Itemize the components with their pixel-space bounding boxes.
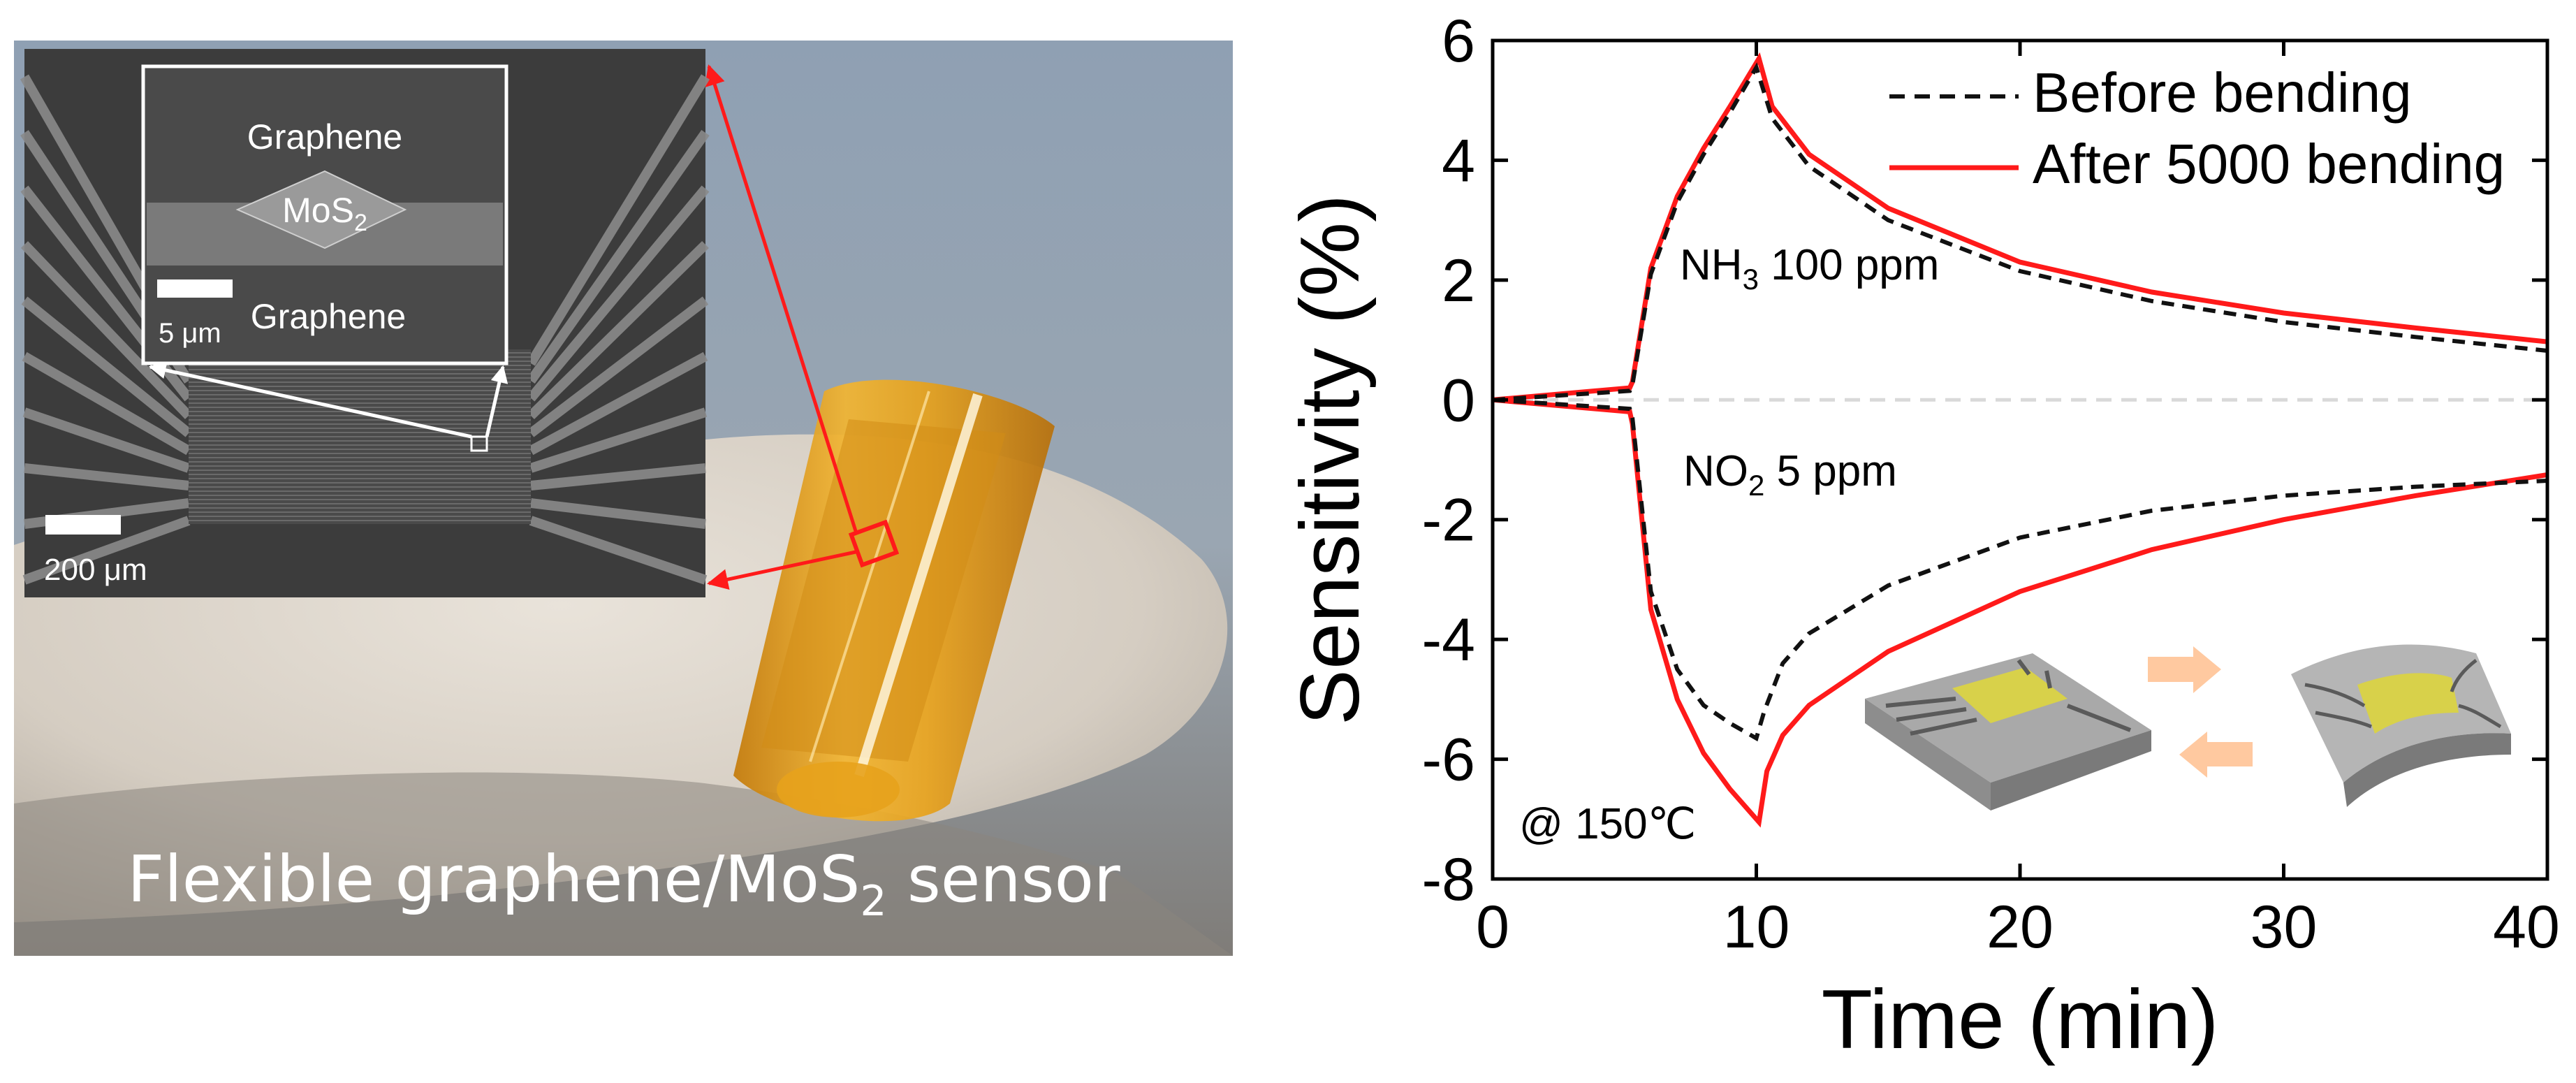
scale-bar-large	[45, 515, 121, 535]
series-after-nh3	[1493, 52, 2547, 402]
photo-caption-main: Flexible graphene/MoS	[127, 842, 860, 917]
chart-series	[1493, 52, 2547, 828]
bending-illustration	[1865, 644, 2511, 811]
annotation-temperature: @ 150℃	[1519, 800, 1696, 848]
photo-panel: Graphene MoS2 Graphene 5 μm 200 μm Flexi…	[14, 41, 1233, 956]
x-tick-label: 10	[1723, 894, 1790, 961]
sem-label-graphene-bottom: Graphene	[251, 297, 406, 336]
scale-bar-small	[157, 279, 233, 298]
annotation-nh3: NH3 100 ppm	[1680, 241, 1939, 296]
photo-caption-subscript: 2	[860, 877, 886, 926]
y-axis-ticks: -8 -6 -4 -2 0 2 4 6	[1422, 8, 2547, 913]
arrow-right-icon	[2148, 646, 2221, 693]
y-tick-label: 4	[1442, 127, 1475, 194]
x-tick-label: 20	[1986, 894, 2054, 961]
photo-caption: Flexible graphene/MoS2 sensor	[127, 842, 1120, 926]
mos2-flake	[235, 170, 407, 249]
arrow-left-icon	[2179, 732, 2253, 778]
zoom-white-arrow-left	[148, 361, 472, 439]
y-tick-label: -2	[1422, 487, 1475, 554]
legend-label-after: After 5000 bending	[2033, 133, 2505, 195]
y-tick-label: 0	[1442, 367, 1475, 434]
x-tick-label: 0	[1476, 894, 1509, 961]
zoom-source-box	[470, 435, 488, 452]
chart-panel: 0 10 20 30 40 -8 -6 -4 -2 0 2 4 6 Time (min) Sensit…	[1283, 8, 2560, 1066]
bent-sensor-illustration	[2291, 644, 2511, 807]
sem-inset: Graphene MoS2 Graphene 5 μm 200 μm	[20, 49, 710, 597]
annotation-no2-rest: 5 ppm	[1764, 447, 1897, 495]
zoom-white-arrow-right	[485, 365, 508, 437]
legend: Before bending After 5000 bending	[1889, 61, 2505, 195]
y-tick-label: 6	[1442, 8, 1475, 75]
scale-label-small: 5 μm	[159, 318, 221, 349]
annotation-nh3-rest: 100 ppm	[1759, 241, 1940, 289]
photo-caption-end: sensor	[887, 842, 1120, 917]
sem-label-mos2-base: MoS	[282, 191, 354, 230]
annotation-nh3-subscript: 3	[1743, 263, 1759, 296]
annotation-no2: NO2 5 ppm	[1683, 447, 1897, 502]
flexible-sensor-tape	[733, 379, 1055, 822]
series-before-nh3	[1493, 62, 2547, 402]
y-tick-label: -4	[1422, 606, 1475, 674]
zoom-arrow-bottom	[707, 550, 856, 590]
y-tick-label: 2	[1442, 247, 1475, 314]
series-before-no2	[1493, 398, 2547, 742]
glove-lower-fold	[14, 772, 1233, 956]
flat-sensor-illustration	[1865, 653, 2151, 811]
annotation-no2-base: NO	[1683, 447, 1748, 495]
annotation-nh3-base: NH	[1680, 241, 1743, 289]
y-tick-label: -8	[1422, 846, 1475, 913]
annotation-no2-subscript: 2	[1748, 469, 1764, 502]
electrode-stripes	[20, 74, 710, 585]
x-tick-label: 30	[2251, 894, 2318, 961]
sem-label-mos2: MoS2	[282, 191, 367, 236]
scale-label-large: 200 μm	[44, 553, 147, 587]
x-tick-label: 40	[2493, 894, 2560, 961]
zoom-arrow-top	[704, 64, 858, 532]
sem-label-graphene-top: Graphene	[247, 117, 402, 157]
legend-label-before: Before bending	[2033, 61, 2412, 124]
y-axis-label: Sensitivity (%)	[1283, 194, 1377, 725]
y-tick-label: -6	[1422, 727, 1475, 794]
x-axis-label: Time (min)	[1822, 973, 2219, 1066]
x-axis-ticks: 0 10 20 30 40	[1476, 41, 2560, 961]
sem-label-mos2-subscript: 2	[354, 210, 367, 236]
